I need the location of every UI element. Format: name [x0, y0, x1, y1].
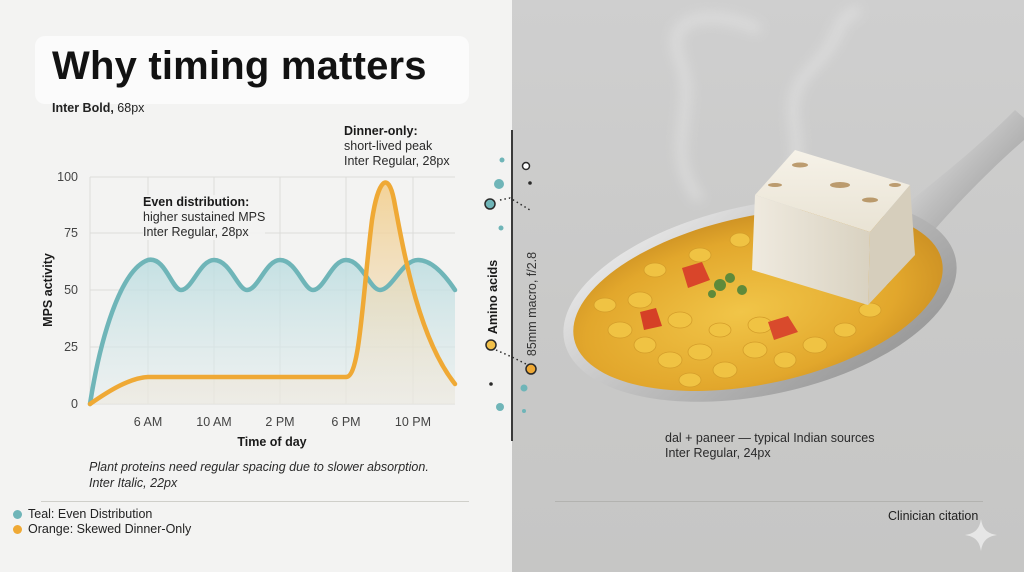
clinician-citation: Clinician citation [888, 509, 979, 523]
y-tick-50: 50 [64, 283, 78, 297]
page-title: Why timing matters [52, 44, 427, 88]
paneer-cube [755, 150, 910, 232]
title-font-note: Inter Bold, 68px [52, 101, 145, 115]
mps-line-chart: 100 75 50 25 0 6 AM 10 AM 2 PM 6 PM 10 P… [41, 170, 458, 449]
x-axis-title: Time of day [237, 435, 306, 449]
y-tick-0: 0 [71, 397, 78, 411]
y-tick-25: 25 [64, 340, 78, 354]
x-tick-label: 10 PM [395, 415, 431, 429]
x-tick-label: 10 AM [196, 415, 231, 429]
divider [41, 501, 469, 502]
teal-series-line [87, 257, 458, 407]
chart-legend: Teal: Even Distribution Orange: Skewed D… [13, 507, 191, 537]
center-divider-line [511, 130, 513, 441]
chart-caption: Plant proteins need regular spacing due … [89, 460, 429, 490]
sparkle-icon [965, 519, 997, 551]
legend-item-orange: Orange: Skewed Dinner-Only [13, 522, 191, 537]
amino-acids-label: Amino acids [486, 259, 500, 335]
photo-lens-note: 85mm macro, f/2.8 [525, 251, 539, 357]
annotation-dinner-only: Dinner-only: short-lived peak Inter Regu… [344, 124, 450, 168]
orange-area [90, 182, 455, 404]
legend-item-teal: Teal: Even Distribution [13, 507, 191, 522]
annotation-even-distribution: Even distribution: higher sustained MPS … [143, 195, 266, 240]
y-tick-100: 100 [57, 170, 78, 184]
x-tick-label: 2 PM [265, 415, 294, 429]
orange-dot-icon [13, 525, 22, 534]
orange-series-line [87, 180, 458, 407]
dal-paneer-spoon-photo [563, 5, 1024, 402]
title-card [35, 36, 469, 104]
divider [555, 501, 983, 502]
lentils [593, 232, 891, 388]
y-axis-title: MPS activity [41, 253, 55, 327]
photo-caption: dal + paneer — typical Indian sources In… [665, 431, 875, 460]
x-tick-label: 6 PM [331, 415, 360, 429]
teal-dot-icon [13, 510, 22, 519]
x-tick-label: 6 AM [134, 415, 163, 429]
photo-panel [512, 0, 1024, 572]
y-tick-75: 75 [64, 226, 78, 240]
